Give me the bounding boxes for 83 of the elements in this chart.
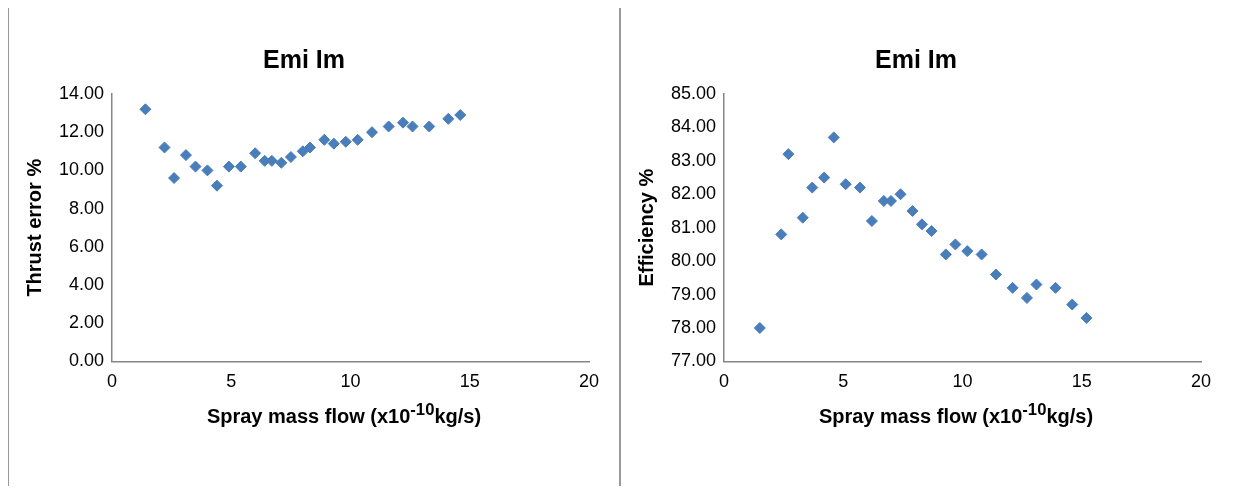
x-tick-label: 20 (578, 371, 600, 392)
point (1030, 278, 1043, 291)
point (168, 172, 181, 185)
x-tick-label: 5 (226, 371, 237, 392)
point (939, 248, 952, 261)
y-tick-label: 10.00 (59, 159, 105, 180)
point (915, 218, 928, 231)
x-tick-label: 10 (340, 371, 361, 392)
point (275, 156, 288, 169)
y-tick-label: 2.00 (69, 312, 105, 333)
point (339, 135, 352, 148)
y-tick-label: 78.00 (671, 316, 717, 337)
x-tick-label: 20 (1190, 371, 1212, 392)
y-tick-label: 84.00 (671, 116, 717, 137)
point (406, 120, 419, 133)
y-tick-label: 6.00 (69, 235, 105, 256)
chart-title: Emi Im (875, 44, 957, 73)
point (158, 141, 171, 154)
point (454, 109, 467, 122)
y-tick-label: 0.00 (69, 350, 105, 371)
point (396, 116, 409, 129)
point (865, 215, 878, 228)
y-tick-label: 80.00 (671, 250, 717, 271)
point (382, 120, 395, 133)
point (249, 147, 262, 160)
y-tick-label: 12.00 (59, 121, 105, 142)
point (782, 148, 795, 161)
point (1049, 281, 1062, 294)
point (327, 137, 340, 150)
point (894, 188, 907, 201)
point (853, 181, 866, 194)
y-tick-label: 77.00 (671, 350, 717, 371)
point (753, 321, 766, 334)
x-axis-title: Spray mass flow (x10$^{-10}$kg/s) (817, 400, 1095, 428)
y-tick-label: 4.00 (69, 273, 105, 294)
point (189, 160, 202, 173)
y-tick-label: 81.00 (671, 216, 717, 237)
y-tick-label: 85.00 (671, 82, 717, 103)
y-tick-label: 83.00 (671, 149, 717, 170)
x-tick-label: 5 (838, 371, 849, 392)
point (1006, 281, 1019, 294)
point (303, 141, 316, 154)
point (949, 238, 962, 251)
x-tick-label: 10 (952, 371, 973, 392)
chart-title: Emi Im (263, 44, 345, 73)
x-axis-title: Spray mass flow (x10$^{-10}$kg/s) (205, 400, 483, 428)
point (179, 149, 192, 162)
point (906, 204, 919, 217)
point (1020, 291, 1033, 304)
point (806, 181, 819, 194)
point (222, 160, 235, 173)
point (961, 245, 974, 258)
point (796, 211, 809, 224)
point (296, 145, 309, 158)
point (318, 133, 331, 146)
y-axis-title: Efficiency % (634, 168, 657, 287)
x-tick-label: 15 (1071, 371, 1092, 392)
point (827, 131, 840, 144)
x-tick-label: 0 (719, 371, 730, 392)
x-tick-label: 0 (107, 371, 118, 392)
point (989, 268, 1002, 281)
point (442, 112, 455, 125)
point (139, 103, 152, 116)
point (975, 248, 988, 261)
point (423, 120, 436, 133)
point (839, 178, 852, 191)
point (1066, 298, 1079, 311)
y-tick-label: 79.00 (671, 283, 717, 304)
point (210, 179, 223, 192)
point (365, 126, 378, 139)
point (775, 228, 788, 241)
point (351, 133, 364, 146)
y-axis-title: Thrust error % (22, 158, 45, 297)
y-tick-label: 8.00 (69, 197, 105, 218)
point (925, 225, 938, 238)
point (1080, 311, 1093, 324)
point (201, 164, 214, 177)
point (284, 151, 297, 164)
y-tick-label: 14.00 (59, 82, 105, 103)
point (818, 171, 831, 184)
y-tick-label: 82.00 (671, 183, 717, 204)
point (234, 160, 247, 173)
x-tick-label: 15 (459, 371, 480, 392)
